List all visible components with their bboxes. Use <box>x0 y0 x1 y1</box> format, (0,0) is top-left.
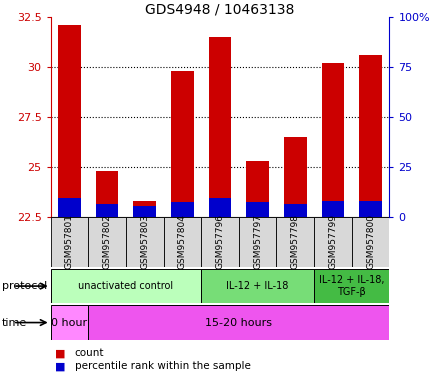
Bar <box>88 305 389 340</box>
Bar <box>209 37 231 217</box>
Bar <box>96 171 118 217</box>
Bar <box>209 198 231 217</box>
Text: IL-12 + IL-18: IL-12 + IL-18 <box>227 281 289 291</box>
Text: 15-20 hours: 15-20 hours <box>205 318 272 328</box>
Text: GSM957796: GSM957796 <box>216 214 224 270</box>
Text: GSM957800: GSM957800 <box>366 214 375 270</box>
Bar <box>359 55 382 217</box>
Bar <box>58 198 81 217</box>
Bar <box>51 269 201 303</box>
Text: 0 hour: 0 hour <box>51 318 88 328</box>
Bar <box>284 204 307 217</box>
Text: GSM957802: GSM957802 <box>103 215 112 269</box>
Bar <box>96 204 118 217</box>
Bar <box>201 217 239 267</box>
Text: GSM957804: GSM957804 <box>178 215 187 269</box>
Bar <box>276 217 314 267</box>
Text: time: time <box>2 318 27 328</box>
Bar <box>201 269 314 303</box>
Bar <box>284 137 307 217</box>
Text: unactivated control: unactivated control <box>78 281 173 291</box>
Bar <box>322 63 344 217</box>
Bar <box>239 217 276 267</box>
Bar <box>352 217 389 267</box>
Bar <box>164 217 201 267</box>
Text: IL-12 + IL-18,
TGF-β: IL-12 + IL-18, TGF-β <box>319 275 385 297</box>
Bar <box>88 217 126 267</box>
Text: ■: ■ <box>55 361 66 371</box>
Text: GSM957799: GSM957799 <box>328 214 337 270</box>
Text: GSM957798: GSM957798 <box>291 214 300 270</box>
Bar <box>51 305 88 340</box>
Text: ■: ■ <box>55 348 66 358</box>
Bar <box>314 269 389 303</box>
Bar <box>171 202 194 217</box>
Text: GSM957797: GSM957797 <box>253 214 262 270</box>
Bar <box>314 217 352 267</box>
Bar <box>58 25 81 217</box>
Text: GSM957801: GSM957801 <box>65 214 74 270</box>
Bar <box>126 217 164 267</box>
Bar <box>246 202 269 217</box>
Text: protocol: protocol <box>2 281 48 291</box>
Bar <box>51 217 88 267</box>
Bar <box>246 161 269 217</box>
Bar <box>133 201 156 217</box>
Text: GSM957803: GSM957803 <box>140 214 149 270</box>
Bar <box>133 206 156 217</box>
Bar <box>171 71 194 217</box>
Title: GDS4948 / 10463138: GDS4948 / 10463138 <box>145 2 295 16</box>
Bar <box>359 201 382 217</box>
Text: percentile rank within the sample: percentile rank within the sample <box>75 361 251 371</box>
Bar <box>322 201 344 217</box>
Text: count: count <box>75 348 104 358</box>
